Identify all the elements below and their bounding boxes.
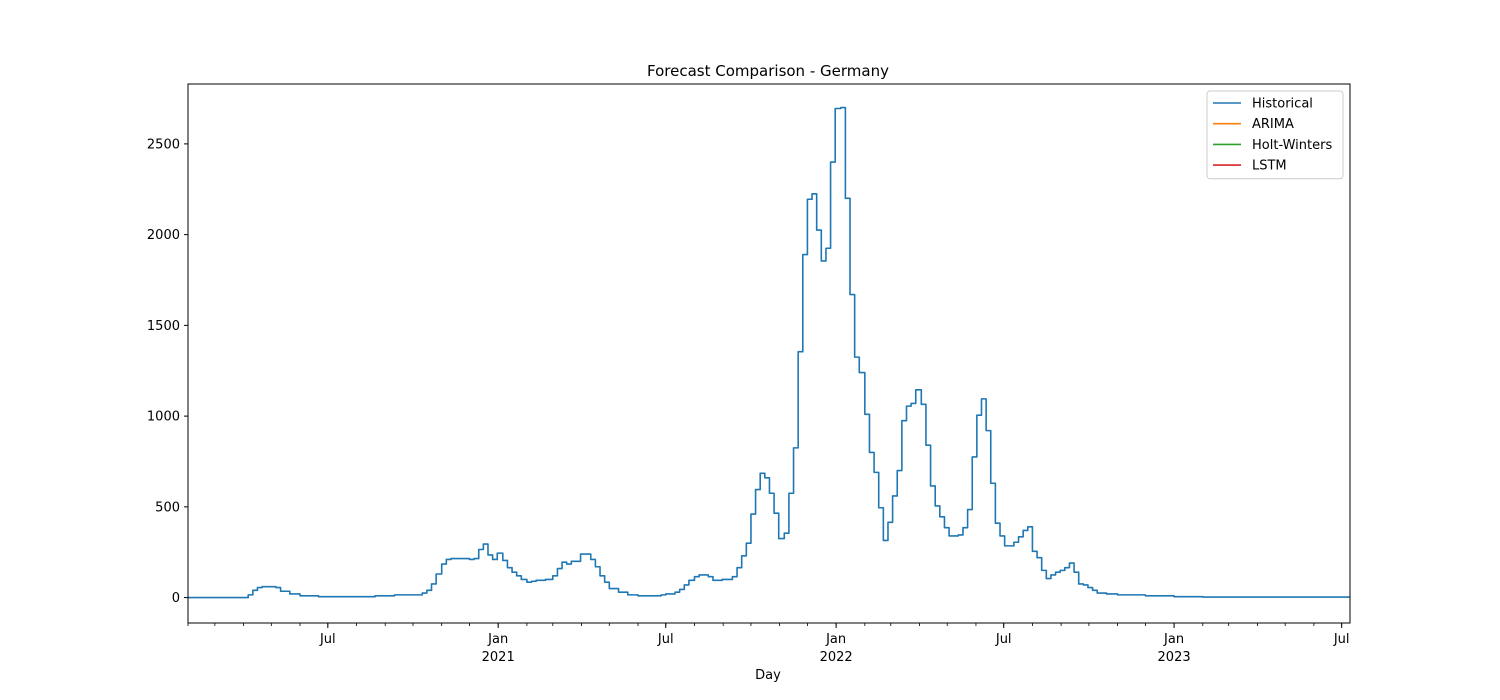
x-tick-year-label: 2022 — [820, 650, 853, 665]
y-tick-label: 500 — [155, 500, 180, 515]
x-tick-label: Jan — [1163, 632, 1184, 647]
y-tick-label: 1000 — [147, 410, 180, 425]
x-tick-year-label: 2021 — [482, 650, 515, 665]
legend-box — [1206, 90, 1344, 180]
x-tick-label: Jan — [487, 632, 508, 647]
y-axis: 0 500 1000 1500 2000 2500 — [147, 137, 188, 606]
plot-frame — [187, 83, 1351, 624]
chart-title: Forecast Comparison - Germany — [647, 62, 889, 80]
plot-area — [187, 83, 1351, 624]
x-tick-label: Jul — [657, 632, 674, 647]
x-tick-label: Jan — [825, 632, 846, 647]
legend-label: ARIMA — [1252, 117, 1294, 132]
y-tick-label: 1500 — [147, 319, 180, 334]
x-tick-label: Jul — [1333, 632, 1350, 647]
series-line-historical — [188, 106, 1350, 599]
x-tick-label: Jul — [319, 632, 336, 647]
x-tick-year-label: 2023 — [1158, 650, 1191, 665]
legend: Historical ARIMA Holt-Winters LSTM — [1206, 90, 1344, 180]
x-axis: Jul Jan 2021 Jul Jan 2022 Jul Jan 2023 Jul — [187, 623, 1350, 665]
x-tick-label: Jul — [995, 632, 1012, 647]
y-tick-label: 2000 — [147, 228, 180, 243]
y-tick-label: 2500 — [147, 137, 180, 152]
legend-label: LSTM — [1252, 159, 1287, 174]
x-axis-label: Day — [755, 668, 781, 683]
legend-label: Holt-Winters — [1252, 138, 1332, 153]
legend-label: Historical — [1252, 97, 1313, 112]
y-tick-label: 0 — [172, 591, 180, 606]
